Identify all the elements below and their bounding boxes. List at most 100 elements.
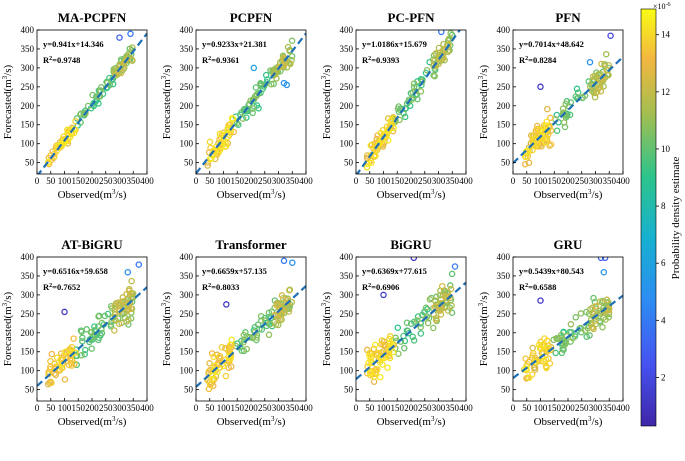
scatter-point (262, 71, 270, 79)
x-tick-label: 400 (299, 176, 313, 186)
y-axis-label: Forecasted(m3/s) (1, 291, 14, 366)
scatter-point (441, 293, 449, 300)
panel-pfn: 0 50 100 150 200 250 300 350 4005010015020025030… (477, 10, 630, 201)
scatter-point (385, 136, 392, 144)
scatter-point (537, 297, 544, 304)
y-tick-label: 150 (180, 347, 194, 357)
x-tick-label: 300 (113, 403, 127, 413)
x-tick-label: 50 (46, 403, 56, 413)
x-tick-label: 0 (511, 403, 516, 413)
scatter-point (543, 364, 550, 372)
y-tick-label: 250 (340, 309, 354, 319)
scatter-point (111, 327, 118, 334)
x-tick-label: 150 (72, 176, 86, 186)
scatter-point (597, 257, 605, 262)
scatter-point (366, 352, 373, 360)
scatter-point (543, 122, 550, 129)
x-tick-label: 250 (99, 403, 113, 413)
scatter-point (521, 161, 529, 168)
scatter-point (252, 84, 260, 91)
scatter-point (272, 321, 280, 328)
x-tick-label: 100 (217, 403, 231, 413)
scatter-point (529, 344, 536, 352)
scatter-point (592, 303, 600, 310)
scatter-point (601, 60, 608, 68)
y-tick-label: 200 (180, 101, 194, 111)
scatter-point (559, 105, 567, 112)
scatter-point (372, 341, 379, 349)
scatter-point (436, 49, 443, 56)
scatter-point (135, 261, 143, 268)
scatter-point (535, 341, 543, 349)
x-axis-label: Observed(m3/s) (377, 188, 446, 201)
scatter-point (288, 53, 296, 60)
scatter-point (225, 364, 232, 372)
y-tick-label: 400 (21, 25, 35, 35)
colorbar-tick-label: 14 (661, 30, 671, 40)
scatter-point (119, 294, 127, 301)
y-tick-label: 100 (497, 139, 511, 149)
x-tick-label: 100 (377, 403, 391, 413)
scatter-point (128, 277, 135, 285)
regression-line (196, 32, 306, 174)
y-tick-label: 250 (180, 309, 194, 319)
x-tick-label: 200 (244, 176, 258, 186)
scatter-point (225, 353, 232, 361)
x-tick-label: 350 (286, 176, 300, 186)
scatter-point (387, 339, 394, 347)
scatter-point (525, 159, 533, 167)
scatter-point (228, 336, 235, 344)
scatter-point (562, 100, 569, 108)
scatter-point (379, 361, 386, 368)
scatter-point (207, 381, 214, 389)
scatter-points (520, 257, 613, 382)
x-tick-label: 100 (377, 176, 391, 186)
scatter-point (289, 259, 296, 266)
x-tick-label: 250 (575, 176, 589, 186)
scatter-point (598, 60, 605, 68)
y-tick-label: 150 (497, 347, 511, 357)
scatter-point (88, 345, 95, 352)
scatter-point (52, 371, 59, 379)
y-tick-label: 150 (340, 347, 354, 357)
r-squared: R2=0.9748 (43, 55, 80, 65)
scatter-point (116, 34, 123, 41)
y-tick-label: 350 (497, 44, 511, 54)
scatter-point (246, 334, 254, 341)
panel-gru: 0 50 100 150 200 250 300 350 4005010015020025030… (477, 237, 630, 428)
scatter-point (410, 80, 418, 87)
x-tick-label: 200 (244, 403, 258, 413)
x-tick-label: 0 (194, 176, 199, 186)
scatter-point (79, 337, 86, 345)
scatter-point (288, 37, 296, 44)
x-tick-label: 250 (575, 403, 589, 413)
scatter-point (572, 314, 579, 321)
scatter-point (257, 312, 265, 320)
scatter-point (384, 364, 391, 371)
scatter-point (218, 138, 225, 146)
x-tick-label: 400 (140, 403, 154, 413)
y-tick-label: 100 (21, 366, 35, 376)
x-tick-label: 250 (418, 176, 432, 186)
scatter-point (395, 350, 402, 357)
scatter-point (552, 349, 559, 357)
colorbar-tick-label: 6 (661, 258, 666, 268)
regression-line (513, 56, 623, 164)
scatter-point (265, 331, 273, 339)
colorbar-exponent: ×10-6 (653, 2, 671, 11)
scatter-point (422, 315, 430, 322)
y-axis-label: Forecasted(m3/s) (477, 291, 490, 366)
scatter-point (423, 66, 431, 74)
panel-pc-pfn: 0 50 100 150 200 250 300 350 4005010015020025030… (320, 10, 473, 201)
y-tick-label: 350 (180, 44, 194, 54)
scatter-point (537, 83, 544, 91)
y-tick-label: 350 (340, 44, 354, 54)
scatter-point (417, 323, 424, 331)
scatter-point (91, 323, 98, 330)
y-tick-label: 300 (340, 290, 354, 300)
scatter-point (122, 57, 129, 65)
scatter-point (61, 376, 69, 383)
y-tick-label: 150 (180, 120, 194, 130)
x-tick-label: 0 (35, 176, 40, 186)
scatter-point (256, 325, 263, 333)
